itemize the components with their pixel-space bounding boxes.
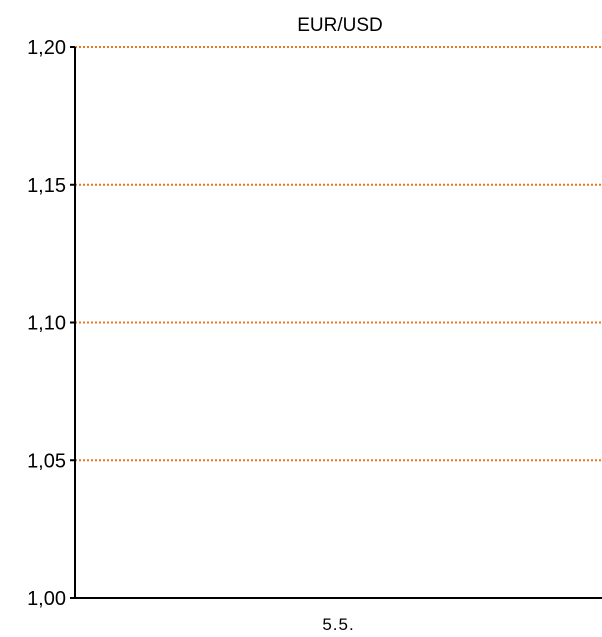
chart-title: EUR/USD [297, 15, 383, 36]
x-tick-label: 5.5. [322, 615, 354, 634]
y-tick-label: 1,15 [27, 175, 66, 197]
grid-lines [75, 46, 602, 462]
y-tick-label: 1,20 [27, 37, 66, 59]
y-tick-labels: 1,00 1,05 1,10 1,15 1,20 [27, 37, 66, 610]
y-tick-label: 1,00 [27, 588, 66, 610]
x-tick-labels: 5.5. [322, 615, 354, 634]
axes [70, 46, 602, 599]
y-tick-label: 1,05 [27, 450, 66, 472]
y-tick-label: 1,10 [27, 313, 66, 335]
